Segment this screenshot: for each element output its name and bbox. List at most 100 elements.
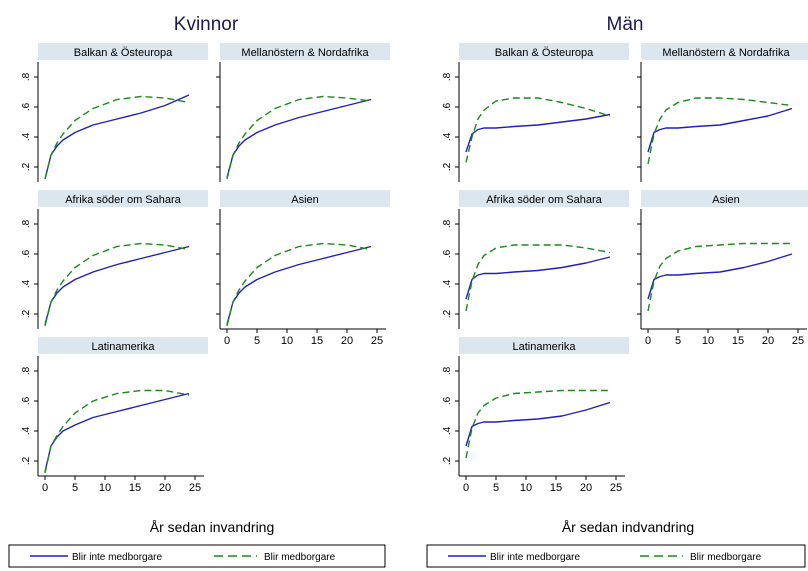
legend-box bbox=[8, 544, 386, 568]
panel-header bbox=[459, 43, 629, 60]
panel-header bbox=[641, 43, 808, 60]
series-line-not-citizen bbox=[226, 98, 372, 178]
y-tick-label: .2 bbox=[442, 309, 453, 318]
legend-box bbox=[426, 544, 806, 568]
chart-panel: Mellanöstern & Nordafrika bbox=[216, 43, 390, 182]
y-tick-label: .2 bbox=[442, 456, 453, 465]
right-x-axis-label: År sedan indvandring bbox=[562, 519, 694, 535]
panel-title: Latinamerika bbox=[513, 341, 577, 353]
series-line-not-citizen bbox=[465, 113, 611, 153]
panel-header bbox=[220, 43, 390, 60]
chart-panel: Balkan & Östeuropa .2 .4 .6 .8 bbox=[21, 43, 208, 182]
series-line-citizen bbox=[465, 244, 611, 312]
panel-header bbox=[38, 43, 208, 60]
y-tick-label: .8 bbox=[442, 219, 453, 228]
x-tick-label: 5 bbox=[675, 335, 681, 347]
x-tick-label: 15 bbox=[311, 335, 323, 347]
y-tick-label: .6 bbox=[442, 249, 453, 258]
x-tick-label: 10 bbox=[520, 482, 532, 494]
panel-title: Balkan & Östeuropa bbox=[74, 47, 173, 59]
panel-title: Afrika söder om Sahara bbox=[65, 194, 181, 206]
x-tick-label: 5 bbox=[254, 335, 260, 347]
left-group-title: Kvinnor bbox=[174, 14, 239, 35]
y-tick-label: .6 bbox=[442, 396, 453, 405]
y-tick-label: .8 bbox=[21, 366, 32, 375]
chart-panel: Latinamerika .2 .4 .6 .8 0 5 10 15 20 25 bbox=[21, 337, 208, 494]
series-line-not-citizen bbox=[647, 107, 793, 153]
series-line-citizen bbox=[465, 97, 611, 163]
y-tick-label: .4 bbox=[442, 279, 453, 288]
chart-panel: Mellanöstern & Nordafrika bbox=[637, 43, 808, 182]
y-tick-label: .8 bbox=[21, 219, 32, 228]
panel-title: Asien bbox=[712, 194, 740, 206]
legend-label-not-citizen: Blir inte medborgare bbox=[490, 552, 580, 563]
series-line-citizen bbox=[647, 242, 792, 312]
left-x-axis-label: År sedan invandring bbox=[150, 519, 275, 535]
panel-title: Afrika söder om Sahara bbox=[486, 194, 602, 206]
x-tick-label: 10 bbox=[281, 335, 293, 347]
x-tick-label: 10 bbox=[702, 335, 714, 347]
panel-header bbox=[459, 190, 629, 207]
legend-right: Blir inte medborgare Blir medborgare bbox=[426, 544, 806, 568]
panel-title: Mellanöstern & Nordafrika bbox=[662, 47, 790, 59]
series-line-citizen bbox=[44, 242, 190, 327]
series-line-citizen bbox=[226, 242, 372, 327]
x-tick-label: 15 bbox=[732, 335, 744, 347]
x-tick-label: 15 bbox=[550, 482, 562, 494]
series-line-citizen bbox=[44, 95, 190, 180]
y-tick-label: .8 bbox=[442, 72, 453, 81]
legend-label-not-citizen: Blir inte medborgare bbox=[72, 552, 162, 563]
x-tick-label: 10 bbox=[99, 482, 111, 494]
panel-title: Latinamerika bbox=[92, 341, 156, 353]
x-tick-label: 25 bbox=[189, 482, 201, 494]
panel-title: Balkan & Östeuropa bbox=[495, 47, 594, 59]
y-tick-label: .6 bbox=[442, 102, 453, 111]
y-tick-label: .6 bbox=[21, 249, 32, 258]
x-tick-label: 25 bbox=[371, 335, 383, 347]
y-tick-label: .2 bbox=[442, 162, 453, 171]
panel-header bbox=[641, 190, 808, 207]
right-group-title: Män bbox=[607, 14, 644, 35]
y-tick-label: .4 bbox=[442, 132, 453, 141]
y-tick-label: .4 bbox=[21, 426, 32, 435]
series-line-citizen bbox=[465, 389, 610, 459]
x-tick-label: 20 bbox=[341, 335, 353, 347]
y-tick-label: .4 bbox=[21, 279, 32, 288]
series-line-not-citizen bbox=[44, 392, 190, 472]
x-tick-label: 5 bbox=[493, 482, 499, 494]
panel-header bbox=[459, 337, 629, 354]
y-tick-label: .2 bbox=[21, 309, 32, 318]
x-tick-label: 0 bbox=[463, 482, 469, 494]
chart-panel: Latinamerika .2 .4 .6 .8 0 5 10 15 20 25 bbox=[442, 337, 629, 494]
series-line-not-citizen bbox=[44, 245, 190, 325]
legend-left: Blir inte medborgare Blir medborgare bbox=[8, 544, 386, 568]
chart-panel: Afrika söder om Sahara .2 .4 .6 .8 bbox=[442, 190, 629, 329]
x-tick-label: 25 bbox=[792, 335, 804, 347]
y-tick-label: .2 bbox=[21, 162, 32, 171]
series-line-citizen bbox=[44, 389, 190, 474]
panel-title: Asien bbox=[291, 194, 319, 206]
chart-panel: Afrika söder om Sahara .2 .4 .6 .8 bbox=[21, 190, 208, 329]
series-line-citizen bbox=[226, 95, 372, 180]
y-tick-label: .4 bbox=[21, 132, 32, 141]
x-tick-label: 0 bbox=[645, 335, 651, 347]
series-line-not-citizen bbox=[465, 256, 611, 300]
y-tick-label: .4 bbox=[442, 426, 453, 435]
series-line-not-citizen bbox=[647, 253, 793, 300]
series-line-citizen bbox=[647, 97, 793, 165]
y-tick-label: .2 bbox=[21, 456, 32, 465]
series-line-not-citizen bbox=[44, 94, 190, 180]
y-tick-label: .6 bbox=[21, 102, 32, 111]
panel-header bbox=[38, 337, 208, 354]
x-tick-label: 25 bbox=[610, 482, 622, 494]
x-tick-label: 20 bbox=[762, 335, 774, 347]
series-line-not-citizen bbox=[465, 401, 611, 447]
y-tick-label: .8 bbox=[442, 366, 453, 375]
panel-header bbox=[220, 190, 390, 207]
x-tick-label: 15 bbox=[129, 482, 141, 494]
x-tick-label: 5 bbox=[72, 482, 78, 494]
chart-panel: Asien 0 5 10 15 20 25 bbox=[216, 190, 390, 347]
panel-header bbox=[38, 190, 208, 207]
chart-panel: Balkan & Östeuropa .2 .4 .6 .8 bbox=[442, 43, 629, 182]
y-tick-label: .6 bbox=[21, 396, 32, 405]
